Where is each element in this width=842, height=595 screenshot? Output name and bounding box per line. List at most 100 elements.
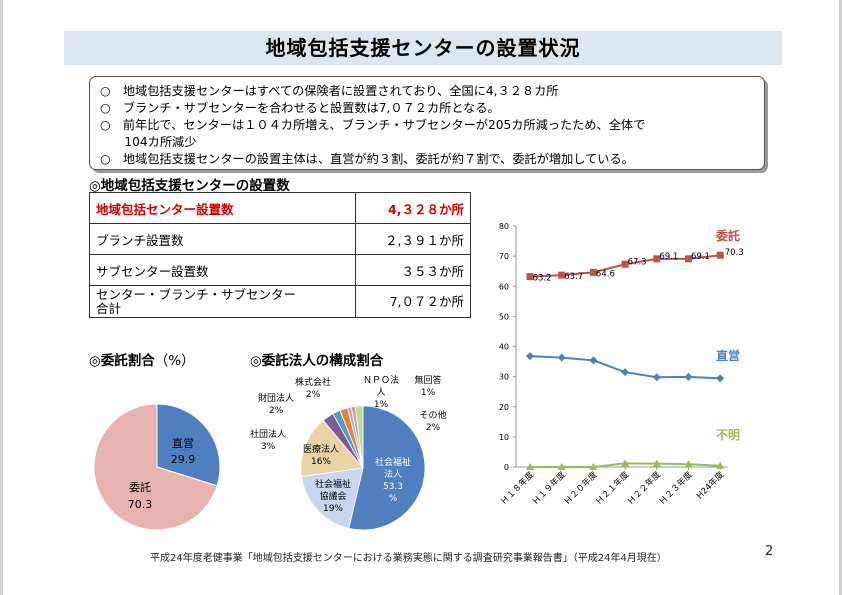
pie2-slice-2 <box>300 419 364 477</box>
summary-line: ○ 地域包括支援センターはすべての保険者に設置されており、全国に4,３２８カ所 <box>100 84 559 98</box>
series-point <box>716 251 724 259</box>
pie1-slice-0 <box>156 403 221 487</box>
pie2-slice-label: 人 <box>376 387 385 398</box>
table-row: ブランチ設置数 ２,３９１か所 <box>88 223 471 255</box>
pie2-slice-label: 法人 <box>384 468 402 480</box>
pie2-slice-label: % <box>389 494 398 504</box>
series-data-label: 70.3 <box>725 248 744 258</box>
series-point <box>589 268 597 276</box>
series-point <box>589 463 598 470</box>
series-data-label: 67.3 <box>628 257 647 267</box>
series-point <box>526 352 534 361</box>
series-point <box>652 459 661 467</box>
series-point <box>653 255 661 263</box>
pie2-slice-label: ＮＰＯ法 <box>363 374 399 386</box>
y-tick-label: 50 <box>499 312 509 321</box>
series-point <box>526 273 534 281</box>
pie2-slice-label: 株式会社 <box>295 376 331 388</box>
series-data-label: 63.7 <box>564 272 583 282</box>
series-data-label: 69.1 <box>691 252 710 262</box>
pie1-slice-value: 29.9 <box>171 453 196 466</box>
pie2-slice-0 <box>348 405 426 531</box>
pie2-slice-label: 53.3 <box>383 482 403 492</box>
count-table: 地域包括センター設置数 4,３２８か所 ブランチ設置数 ２,３９１か所 サブセン… <box>88 192 471 318</box>
left-page-edge <box>0 0 3 595</box>
series-point <box>685 255 692 263</box>
row-value: 4,３２８か所 <box>355 192 471 224</box>
pie2-slice-label: 2% <box>306 390 321 400</box>
series-data-label: 63.2 <box>533 274 552 284</box>
pie1-title: ◎委託割合 <box>89 353 155 369</box>
pie2-slice-8 <box>354 405 364 469</box>
series-point <box>652 373 661 382</box>
pie2-slice-label: 3% <box>261 442 276 452</box>
summary-line: 104カ所減少 <box>100 135 197 149</box>
y-tick-label: 70 <box>499 252 509 261</box>
summary-line: ○ 前年比で、センターは１０４カ所増え、ブランチ・サブセンターが205カ所減った… <box>100 118 646 132</box>
pie1-title-unit: （%） <box>154 353 195 369</box>
pie1-slice-label: 直営 <box>172 436 194 450</box>
pie2-slice-label: 19% <box>323 504 343 514</box>
series-point <box>526 463 534 470</box>
pie1-slice-label: 委託 <box>129 480 151 494</box>
pie2-slice-label: 16% <box>311 457 331 467</box>
count-section-heading: ◎地域包括支援センターの設置数 <box>89 178 290 194</box>
page-number: 2 <box>765 544 774 559</box>
pie2-slice-1 <box>301 467 364 529</box>
pie2-slice-label: 1% <box>374 400 389 410</box>
row-label: ブランチ設置数 <box>88 223 357 255</box>
y-tick-label: 80 <box>499 222 509 231</box>
pie2-slice-label: 2% <box>426 423 441 433</box>
page-title: 地域包括支援センターの設置状況 <box>265 36 581 60</box>
series-point <box>621 260 629 268</box>
series-point <box>621 459 630 467</box>
pie1-slice-1 <box>93 403 218 531</box>
pie2-slice-label: 社団法人 <box>250 428 286 440</box>
y-tick-label: 40 <box>499 343 509 352</box>
series-data-label: 69.1 <box>659 252 678 262</box>
footer-source: 平成24年度老健事業「地域包括支援センターにおける業務実態に関する調査研究事業報… <box>150 553 667 564</box>
pie2-slice-label: 社会福祉 <box>375 456 411 468</box>
y-tick-label: 10 <box>499 433 509 442</box>
series-name-label: 不明 <box>716 428 740 442</box>
series-point <box>558 271 566 279</box>
series-point <box>716 374 725 383</box>
row-label-line: センター・ブランチ・サブセンター <box>96 286 297 302</box>
pie2-title: ◎委託法人の構成割合 <box>250 353 384 369</box>
summary-box: ○ 地域包括支援センターはすべての保険者に設置されており、全国に4,３２８カ所 … <box>89 76 765 170</box>
series-point <box>684 460 693 468</box>
pie2-slice-label: 2% <box>269 406 284 416</box>
pie1-heading: ◎委託割合（%） <box>89 349 195 369</box>
pie2-slice-label: 協議会 <box>319 490 346 502</box>
table-row: センター・ブランチ・サブセンター 合計 7,０７２か所 <box>88 285 471 318</box>
row-value: 7,０７２か所 <box>355 285 471 318</box>
series-point <box>557 353 566 362</box>
pie2-slice-label: 財団法人 <box>258 392 294 404</box>
pie2-slice-label: 医療法人 <box>303 443 339 455</box>
y-tick-label: 20 <box>499 403 509 412</box>
y-tick-label: 60 <box>499 282 509 291</box>
row-value: ２,３９１か所 <box>355 223 471 255</box>
summary-line: ○ ブランチ・サブセンターを合わせると設置数は7,０７２カ所となる。 <box>100 101 500 115</box>
y-tick-label: 0 <box>504 463 509 472</box>
x-tick-label: H24年度 <box>694 469 726 501</box>
series-data-label: 64.6 <box>596 269 615 279</box>
pie2-slice-label: 無回答 <box>414 374 441 386</box>
series-name-label: 直営 <box>716 348 740 363</box>
series-point <box>589 356 598 365</box>
right-page-edge <box>839 0 842 595</box>
pie2-slice-label: 1% <box>421 388 436 398</box>
pie2-slice-label: その他 <box>419 409 446 421</box>
row-value: ３５３か所 <box>355 254 471 286</box>
series-point <box>557 463 566 470</box>
row-label: センター・ブランチ・サブセンター 合計 <box>88 285 357 318</box>
series-point <box>684 372 693 381</box>
y-tick-label: 30 <box>499 373 509 382</box>
x-tick-label: Ｈ２３年度 <box>657 469 695 507</box>
pie2-slice-label: 社会福祉 <box>315 478 351 490</box>
series-point <box>621 368 630 377</box>
summary-line: ○ 地域包括支援センターの設置主体は、直営が約３割、委託が約７割で、委託が増加し… <box>100 152 634 166</box>
table-row: サブセンター設置数 ３５３か所 <box>88 254 471 286</box>
pie1-slice-value: 70.3 <box>128 498 153 511</box>
